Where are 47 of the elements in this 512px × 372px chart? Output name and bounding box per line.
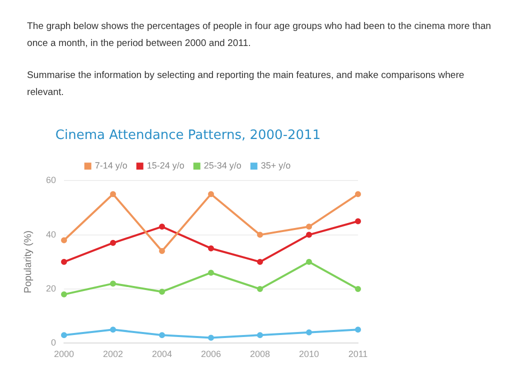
point xyxy=(257,286,264,292)
point xyxy=(208,334,214,341)
point xyxy=(355,286,361,292)
point xyxy=(257,232,264,238)
point xyxy=(355,326,361,333)
point xyxy=(159,288,166,295)
y-tick-label: 20 xyxy=(46,283,56,294)
legend-label: 7-14 y/o xyxy=(94,160,128,171)
y-tick-label: 40 xyxy=(46,229,56,240)
x-tick-label: 2006 xyxy=(200,349,222,360)
text: The graph below shows the percentages of people in four age groups who had been to the cinema more than once a month, in the period between 2000 and 2011. xyxy=(27,20,492,51)
point xyxy=(306,329,312,336)
x-tick-label: 2010 xyxy=(298,349,320,360)
point xyxy=(61,258,68,265)
point xyxy=(306,258,312,265)
point xyxy=(110,280,116,287)
x-tick-label: 2000 xyxy=(54,349,74,360)
text: Summarise the information by selecting and reporting the main features, and make comparisons where relevant. xyxy=(27,69,466,100)
x-tick-label: 2008 xyxy=(250,349,270,360)
y-tick-label: 0 xyxy=(50,338,56,348)
y-tick-label: 60 xyxy=(46,175,56,186)
point xyxy=(61,237,68,244)
point xyxy=(110,326,116,333)
x-tick-label: 2004 xyxy=(152,349,172,360)
point xyxy=(257,258,264,265)
point xyxy=(306,232,312,238)
point xyxy=(257,332,264,338)
point xyxy=(159,248,166,254)
point xyxy=(110,240,116,246)
y-axis-title: Popularity (%) xyxy=(22,230,34,294)
point xyxy=(61,291,68,298)
legend-label: 25-34 y/o xyxy=(204,160,242,171)
x-tick-label: 2011 xyxy=(348,349,368,360)
legend-label: 15-24 y/o xyxy=(146,160,184,171)
point xyxy=(355,191,361,198)
point xyxy=(61,332,68,338)
point xyxy=(208,191,214,198)
point xyxy=(110,191,116,198)
point xyxy=(306,224,312,230)
legend-label: 35+ y/o xyxy=(260,160,291,171)
point xyxy=(159,224,166,230)
point xyxy=(355,218,361,224)
point xyxy=(208,245,214,252)
chart-title: Cinema Attendance Patterns, 2000-2011 xyxy=(55,128,321,144)
point xyxy=(159,332,166,338)
point xyxy=(208,270,214,276)
x-tick-label: 2002 xyxy=(102,349,124,360)
